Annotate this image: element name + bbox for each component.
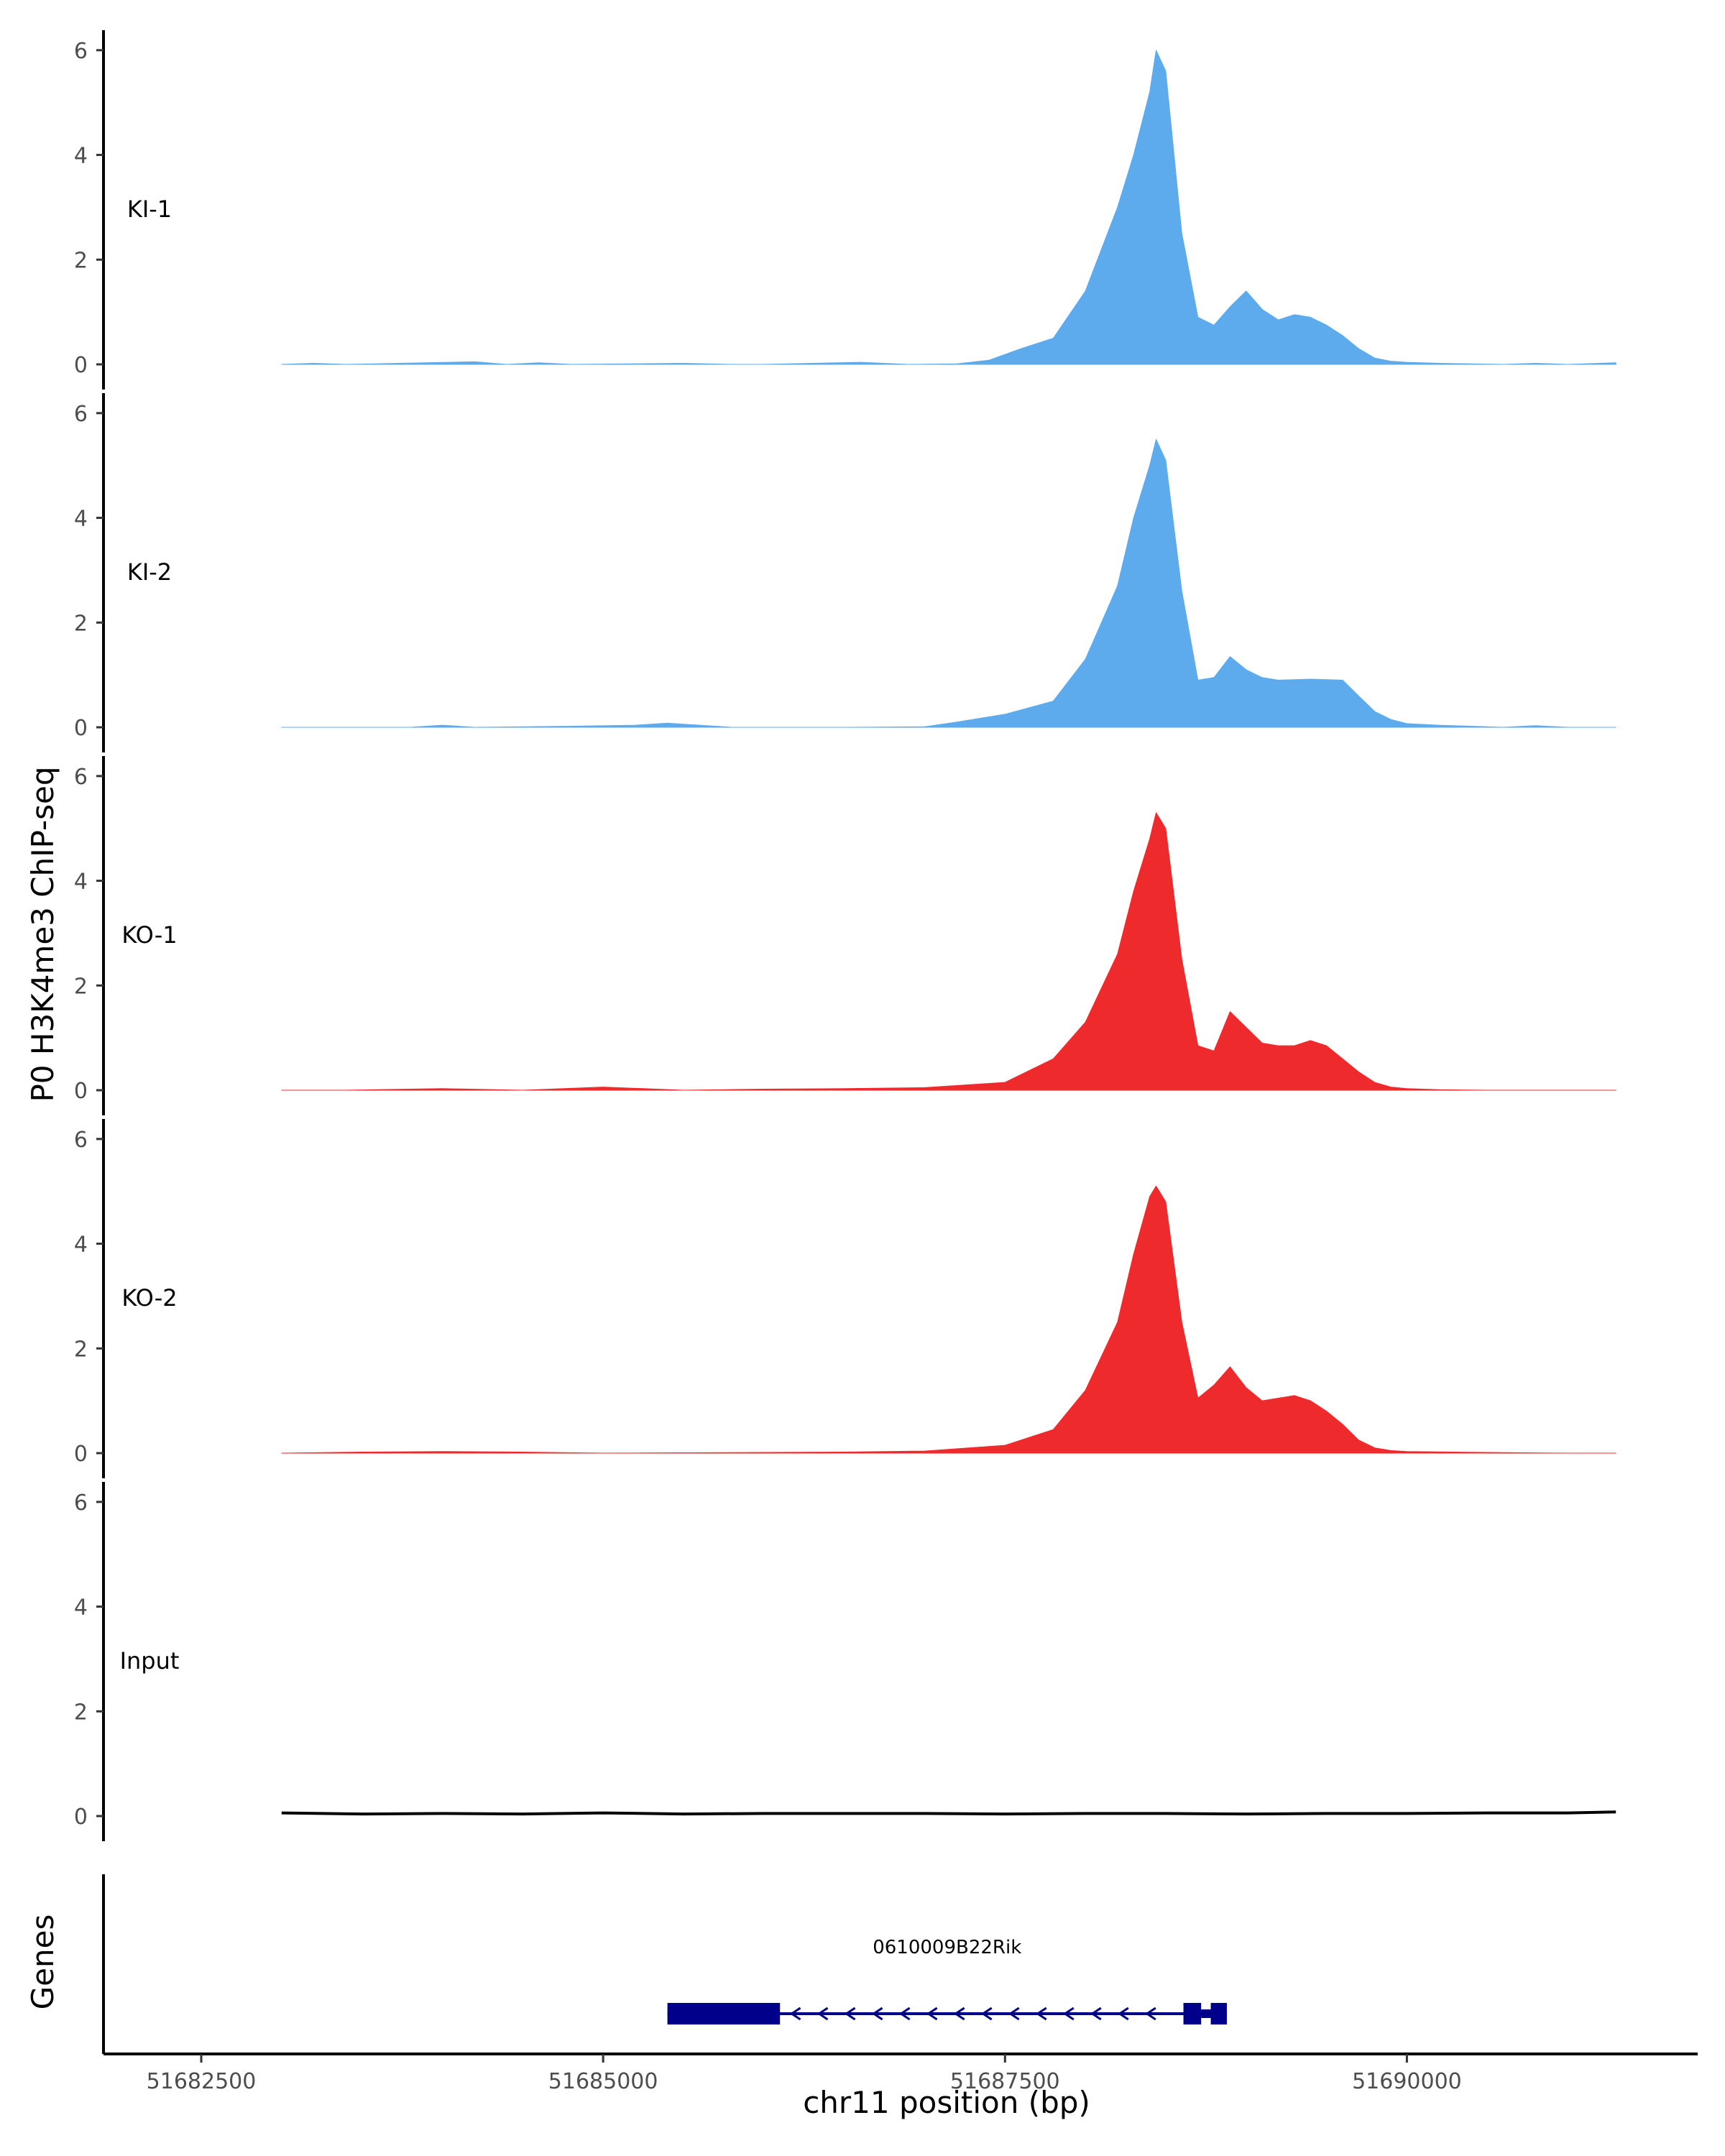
track-label-input: Input [120, 1647, 180, 1674]
strand-arrow [871, 2007, 883, 2021]
x-tick-label: 51687500 [950, 2069, 1060, 2094]
signal-line-input [281, 1810, 1616, 1816]
y-tick-label: 6 [74, 1491, 88, 1516]
y-tick-label: 2 [74, 248, 88, 273]
y-axis-title: P0 H3K4me3 ChIP-seq [25, 766, 60, 1102]
strand-arrow [1063, 2007, 1075, 2021]
track-ki-1: 0 2 4 6 KI-1 [74, 30, 1616, 390]
track-label-ko-2: KO-2 [121, 1284, 177, 1312]
y-tick-label: 2 [74, 1337, 88, 1362]
gene-panel: 0610009B22Rik [102, 1874, 1227, 2054]
signal-area-ko-2 [281, 1185, 1616, 1454]
y-tick-label: 4 [74, 507, 88, 532]
gene-panel-title: Genes [25, 1915, 60, 2010]
y-tick-label: 6 [74, 39, 88, 64]
strand-arrow [1118, 2007, 1129, 2021]
x-axis-title: chr11 position (bp) [803, 2085, 1090, 2120]
x-tick-label: 51682500 [147, 2069, 257, 2094]
strand-arrow [1036, 2007, 1047, 2021]
y-tick-label: 6 [74, 1128, 88, 1153]
strand-arrow [1090, 2007, 1102, 2021]
strand-arrow [898, 2007, 911, 2021]
y-tick-label: 0 [74, 716, 88, 741]
track-ko-1: 0 2 4 6 KO-1 [74, 756, 1616, 1115]
y-tick-label: 0 [74, 1079, 88, 1104]
gene-exon [1210, 2003, 1227, 2024]
y-tick-label: 6 [74, 765, 88, 790]
strand-arrow [953, 2007, 965, 2021]
y-tick-label: 0 [74, 1805, 88, 1830]
y-tick-label: 2 [74, 611, 88, 636]
y-tick-label: 0 [74, 1442, 88, 1467]
strand-arrow [980, 2007, 993, 2021]
y-tick-label: 0 [74, 353, 88, 378]
signal-area-ki-1 [281, 50, 1616, 365]
y-tick-label: 2 [74, 974, 88, 999]
gene-exon [667, 2003, 781, 2024]
strand-arrow [816, 2007, 829, 2021]
x-tick-label: 51690000 [1352, 2069, 1462, 2094]
track-ki-2: 0 2 4 6 KI-2 [74, 393, 1616, 752]
strand-arrow [1145, 2007, 1156, 2021]
strand-arrow [789, 2007, 801, 2021]
tracks-layer: 0 2 4 6 KI-1 0 2 4 6 KI-2 0 2 4 6 KO-1 0 2 4 6 KO-2 0 2 4 6 Inpu… [74, 30, 1616, 1841]
x-axis: 51682500 51685000 51687500 51690000 [104, 2053, 1698, 2094]
y-tick-label: 4 [74, 144, 88, 169]
track-ko-2: 0 2 4 6 KO-2 [74, 1119, 1616, 1478]
signal-area-ki-2 [281, 438, 1616, 728]
track-label-ki-1: KI-1 [127, 195, 172, 223]
track-input: 0 2 4 6 Input [74, 1482, 1616, 1841]
y-tick-label: 6 [74, 402, 88, 427]
signal-area-ko-1 [281, 812, 1616, 1091]
y-tick-label: 4 [74, 1595, 88, 1621]
x-tick-label: 51685000 [548, 2069, 658, 2094]
track-label-ko-1: KO-1 [121, 921, 177, 949]
track-label-ki-2: KI-2 [127, 558, 172, 586]
gene-name-label: 0610009B22Rik [873, 1937, 1021, 1958]
strand-arrow [926, 2007, 938, 2021]
strand-arrow [1008, 2007, 1020, 2021]
strand-arrow [844, 2007, 856, 2021]
y-tick-label: 2 [74, 1700, 88, 1725]
gene-exon [1201, 2009, 1211, 2018]
y-tick-label: 4 [74, 1233, 88, 1258]
gene-exon [1183, 2003, 1202, 2024]
y-tick-label: 4 [74, 870, 88, 895]
